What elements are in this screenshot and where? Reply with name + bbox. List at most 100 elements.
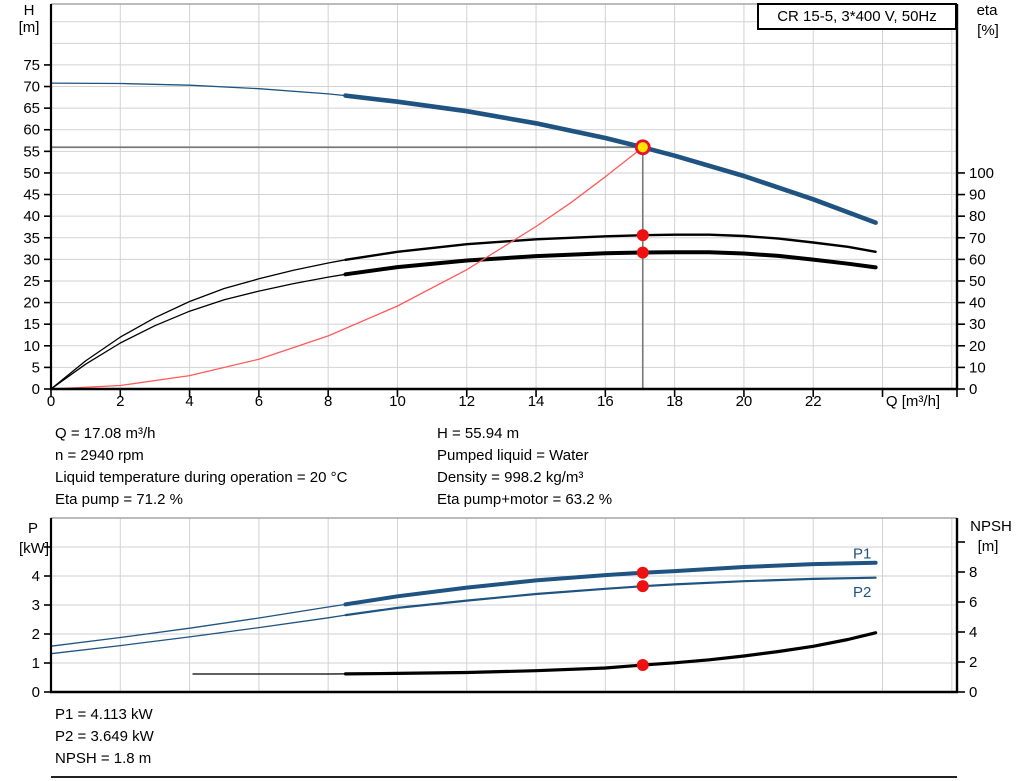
left-axis-title: H (24, 2, 35, 19)
left-axis-tick-label: 35 (23, 230, 40, 247)
head-efficiency-chart: 0510152025303540455055606570750102030405… (19, 2, 999, 410)
left-axis-tick-label: 4 (32, 568, 40, 585)
curve-label-p2: P2 (853, 584, 871, 601)
p1-curve-duty-range (343, 560, 878, 607)
info-liquid-temperature: Liquid temperature during operation = 20… (55, 469, 348, 486)
left-axis-title: [m] (19, 19, 40, 36)
x-axis-tick-label: 16 (597, 393, 614, 410)
head-curve-duty-range (343, 93, 878, 225)
left-axis-tick-label: 2 (32, 626, 40, 643)
head-curve-low-flow (50, 82, 347, 97)
right-axis-tick-label: 20 (969, 338, 986, 355)
right-axis-tick-label: 70 (969, 230, 986, 247)
system-curve (50, 146, 644, 390)
left-axis-tick-label: 60 (23, 122, 40, 139)
left-axis-tick-label: 0 (32, 381, 40, 398)
right-axis-tick-label: 8 (969, 564, 977, 581)
right-axis-tick-label: 0 (969, 684, 977, 701)
operating-point-info-left: Q = 17.08 m³/h n = 2940 rpm Liquid tempe… (55, 423, 347, 511)
power-npsh-info: P1 = 4.113 kW P2 = 3.649 kW NPSH = 1.8 m (55, 704, 154, 770)
p1-point-marker[interactable] (636, 566, 649, 579)
right-axis-tick-label: 80 (969, 208, 986, 225)
right-axis-tick-label: 2 (969, 654, 977, 671)
info-head: H = 55.94 m (437, 425, 520, 442)
x-axis-tick-label: 6 (255, 393, 263, 410)
right-axis-tick-label: 10 (969, 359, 986, 376)
left-axis-tick-label: 5 (32, 359, 40, 376)
x-axis-tick-label: 8 (324, 393, 332, 410)
info-speed: n = 2940 rpm (55, 447, 144, 464)
info-flow: Q = 17.08 m³/h (55, 425, 156, 442)
info-p1: P1 = 4.113 kW (55, 706, 153, 723)
right-axis-tick-label: 4 (969, 624, 977, 641)
right-axis-tick-label: 6 (969, 594, 977, 611)
x-axis-tick-label: 20 (736, 393, 753, 410)
left-axis-tick-label: 45 (23, 187, 40, 204)
left-axis-tick-label: 40 (23, 208, 40, 225)
left-axis-title: P (28, 520, 38, 537)
pump-type-box: CR 15-5, 3*400 V, 50Hz (757, 3, 957, 30)
left-axis-tick-label: 50 (23, 165, 40, 182)
right-axis-tick-label: 50 (969, 273, 986, 290)
right-axis-title: eta (977, 2, 999, 19)
x-axis-tick-label: 18 (666, 393, 683, 410)
footer-separator-line (51, 776, 957, 778)
pump-type-label: CR 15-5, 3*400 V, 50Hz (777, 8, 937, 25)
info-density: Density = 998.2 kg/m³ (437, 469, 584, 486)
p2-curve-low-flow (50, 614, 347, 655)
left-axis-tick-label: 1 (32, 655, 40, 672)
head-efficiency-chart-axes: 0510152025303540455055606570750102030405… (19, 2, 999, 410)
x-axis-title: Q [m³/h] (886, 393, 940, 410)
left-axis-tick-label: 0 (32, 684, 40, 701)
npsh-point-marker[interactable] (636, 659, 649, 671)
info-p2: P2 = 3.649 kW (55, 728, 154, 745)
p1-curve-low-flow (50, 603, 347, 647)
x-axis-tick-label: 22 (805, 393, 822, 410)
right-axis-tick-label: 60 (969, 251, 986, 268)
p2-point-marker[interactable] (636, 580, 649, 593)
power-npsh-chart-grid (51, 518, 957, 692)
x-axis-tick-label: 0 (47, 393, 55, 410)
eta-pump-curve-low-flow (50, 259, 347, 390)
operating-point-info-right: H = 55.94 m Pumped liquid = Water Densit… (437, 423, 612, 511)
info-npsh: NPSH = 1.8 m (55, 750, 152, 767)
left-axis-tick-label: 75 (23, 57, 40, 74)
duty-point-marker[interactable] (634, 139, 651, 156)
right-axis-title: [%] (977, 22, 999, 39)
eta-pump-point-marker[interactable] (636, 229, 649, 242)
right-axis-tick-label: 90 (969, 187, 986, 204)
info-eta-pump: Eta pump = 71.2 % (55, 491, 183, 508)
left-axis-tick-label: 30 (23, 251, 40, 268)
curve-label-p1: P1 (853, 545, 871, 562)
x-axis-tick-label: 4 (185, 393, 193, 410)
head-efficiency-chart-plot-area[interactable] (51, 4, 957, 389)
x-axis-tick-label: 10 (389, 393, 406, 410)
eta-pump-motor-point-marker[interactable] (636, 246, 649, 259)
eta-pump-motor-curve-duty-range (343, 250, 878, 277)
p2-curve-duty-range (344, 576, 877, 617)
head-efficiency-chart-grid (51, 4, 957, 389)
npsh-curve-duty-range (343, 631, 878, 676)
power-npsh-chart: 0 1 2 3 4 0 2 4 6 8 P [kW] NPSH [m] P1 P2 (19, 517, 1012, 701)
left-axis-tick-label: 15 (23, 316, 40, 333)
right-axis-title: NPSH (970, 518, 1012, 535)
left-axis-tick-label: 3 (32, 597, 40, 614)
left-axis-title: [kW] (19, 540, 49, 557)
left-axis-tick-label: 65 (23, 100, 40, 117)
left-axis-tick-label: 25 (23, 273, 40, 290)
info-pumped-liquid: Pumped liquid = Water (437, 447, 589, 464)
left-axis-tick-label: 10 (23, 338, 40, 355)
x-axis-tick-label: 14 (528, 393, 545, 410)
eta-pump-curve-duty-range (344, 233, 877, 261)
info-eta-pump-motor: Eta pump+motor = 63.2 % (437, 491, 613, 508)
right-axis-tick-label: 30 (969, 316, 986, 333)
right-axis-title: [m] (978, 538, 999, 555)
right-axis-tick-label: 0 (969, 381, 977, 398)
power-npsh-chart-axes: 0 1 2 3 4 0 2 4 6 8 P [kW] NPSH [m] (19, 518, 1012, 701)
power-npsh-chart-plot-area[interactable] (51, 518, 957, 692)
left-axis-tick-label: 20 (23, 295, 40, 312)
right-axis-tick-label: 40 (969, 295, 986, 312)
x-axis-tick-label: 2 (116, 393, 124, 410)
